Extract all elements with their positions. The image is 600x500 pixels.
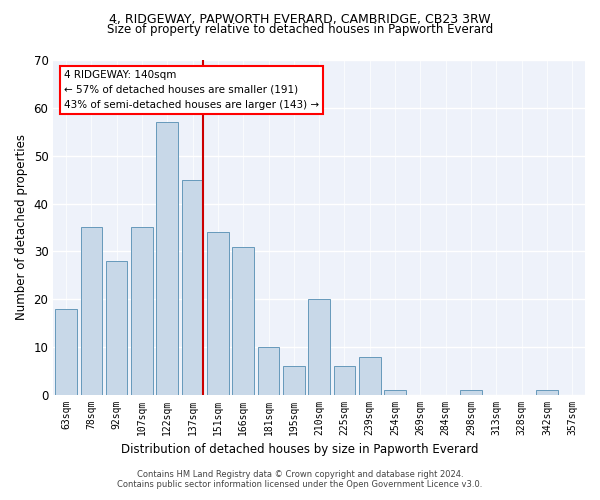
- Bar: [232, 246, 254, 395]
- Bar: [536, 390, 558, 395]
- Bar: [385, 390, 406, 395]
- Bar: [207, 232, 229, 395]
- Text: 4, RIDGEWAY, PAPWORTH EVERARD, CAMBRIDGE, CB23 3RW: 4, RIDGEWAY, PAPWORTH EVERARD, CAMBRIDGE…: [109, 12, 491, 26]
- Bar: [106, 261, 127, 395]
- Bar: [157, 122, 178, 395]
- Bar: [131, 228, 152, 395]
- Bar: [308, 299, 330, 395]
- Text: Size of property relative to detached houses in Papworth Everard: Size of property relative to detached ho…: [107, 22, 493, 36]
- Text: Distribution of detached houses by size in Papworth Everard: Distribution of detached houses by size …: [121, 442, 479, 456]
- Y-axis label: Number of detached properties: Number of detached properties: [15, 134, 28, 320]
- Bar: [80, 228, 102, 395]
- Text: Contains public sector information licensed under the Open Government Licence v3: Contains public sector information licen…: [118, 480, 482, 489]
- Bar: [258, 347, 279, 395]
- Text: Contains HM Land Registry data © Crown copyright and database right 2024.: Contains HM Land Registry data © Crown c…: [137, 470, 463, 479]
- Bar: [334, 366, 355, 395]
- Bar: [182, 180, 203, 395]
- Text: 4 RIDGEWAY: 140sqm
← 57% of detached houses are smaller (191)
43% of semi-detach: 4 RIDGEWAY: 140sqm ← 57% of detached hou…: [64, 70, 319, 110]
- Bar: [460, 390, 482, 395]
- Bar: [283, 366, 305, 395]
- Bar: [55, 309, 77, 395]
- Bar: [359, 356, 380, 395]
